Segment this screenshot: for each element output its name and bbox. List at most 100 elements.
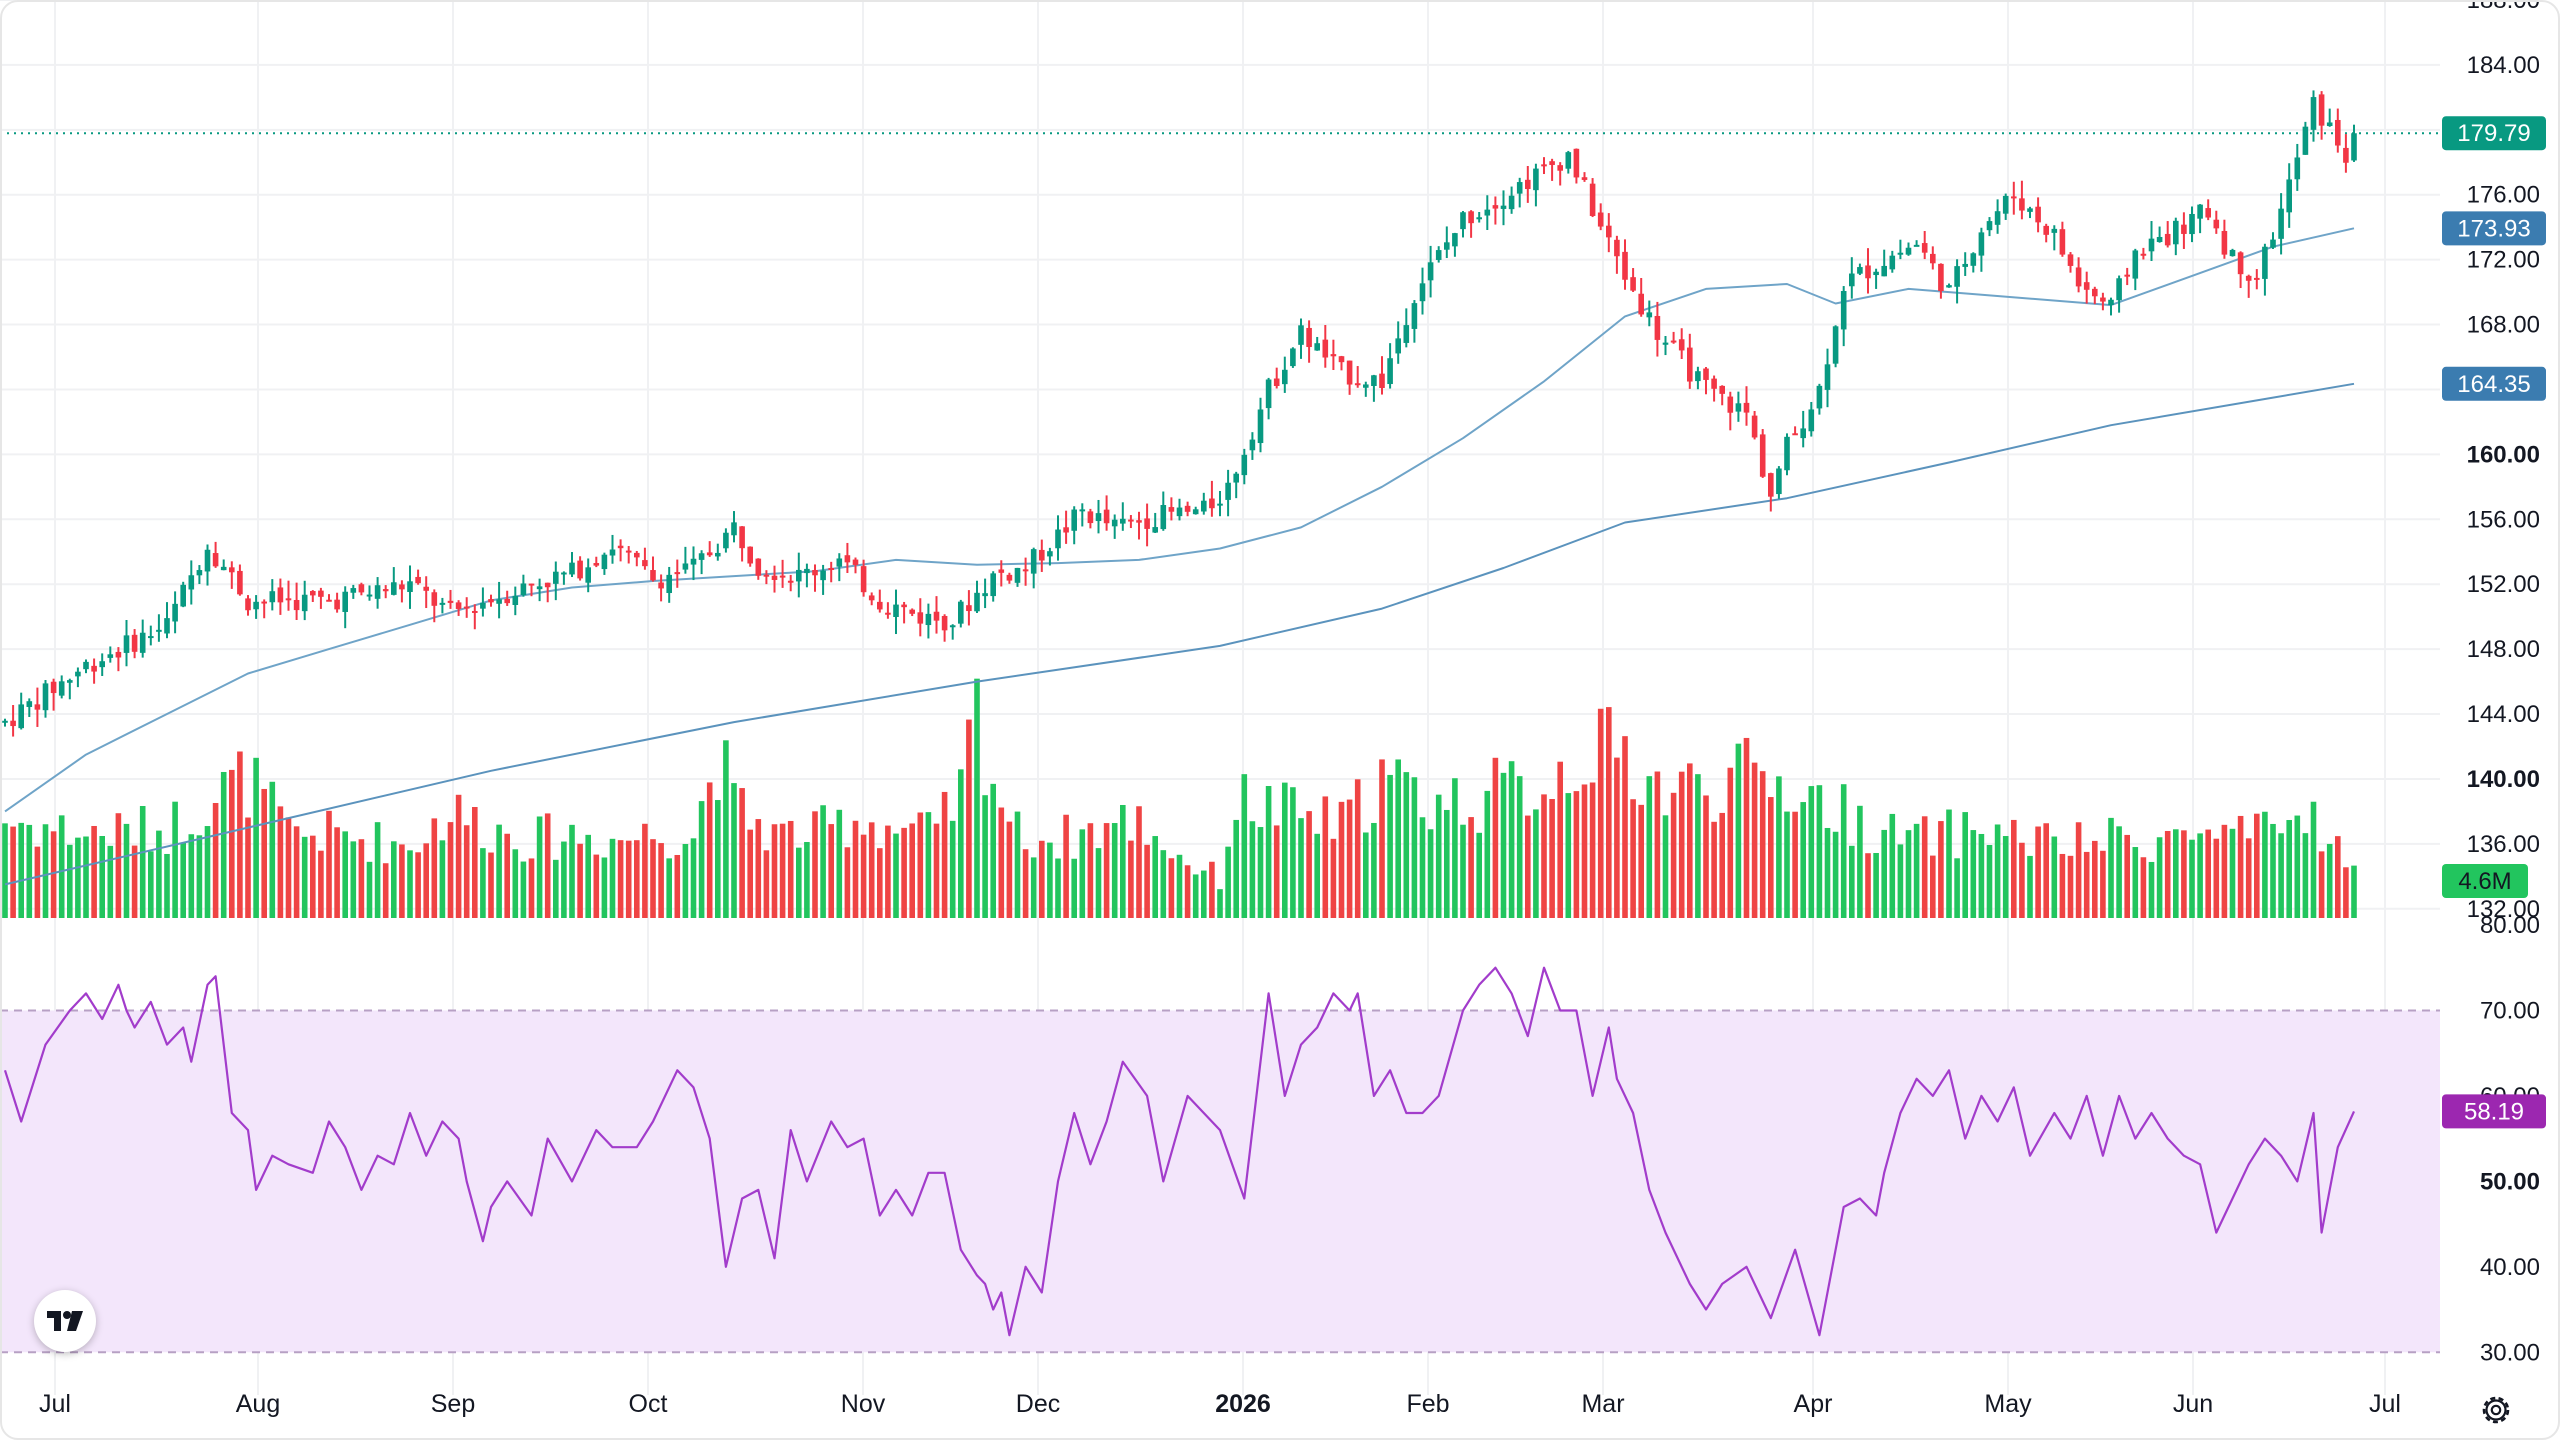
candle-body <box>1768 473 1774 497</box>
volume-bar <box>1589 782 1596 918</box>
candle <box>2197 204 2203 234</box>
candle-body <box>2173 220 2179 245</box>
candle-body <box>925 613 932 626</box>
candle-body <box>1646 312 1653 318</box>
candle-body <box>569 562 575 575</box>
candle <box>2027 206 2033 219</box>
candle <box>1962 252 1968 276</box>
price-tick-label: 160.00 <box>2467 441 2540 468</box>
volume-bar <box>180 842 186 918</box>
volume-bar <box>1913 823 1920 918</box>
candle <box>698 550 705 575</box>
candle <box>1646 300 1653 327</box>
candle-body <box>1881 265 1887 277</box>
volume-bar <box>2043 823 2049 918</box>
candle-body <box>1743 402 1750 413</box>
candle-body <box>2 720 8 723</box>
candle-body <box>1111 519 1118 527</box>
candle-body <box>731 522 737 536</box>
settings-gear-icon[interactable] <box>2478 1392 2514 1428</box>
candle-body <box>342 591 348 612</box>
volume-bar <box>1719 812 1725 918</box>
volume-bar <box>301 836 308 918</box>
volume-bar <box>1565 793 1572 918</box>
volume-bar <box>634 840 640 918</box>
candle <box>634 550 640 567</box>
volume-bar <box>1103 823 1110 918</box>
candle-body <box>1265 379 1272 409</box>
candle <box>34 687 41 727</box>
candle <box>528 583 535 597</box>
candle-body <box>779 575 786 578</box>
candle <box>1954 259 1960 304</box>
candle <box>261 599 267 619</box>
time-axis[interactable]: Jul Aug Sep Oct Nov Dec 2026 Feb Mar Apr May Jun Jul <box>39 1390 2401 1418</box>
candle <box>1233 471 1239 499</box>
volume-badge-text: 4.6M <box>2458 868 2511 895</box>
candle <box>1103 495 1110 531</box>
volume-bar <box>334 827 340 918</box>
candle <box>990 571 996 602</box>
volume-bar <box>1687 763 1693 918</box>
candle-body <box>318 590 324 597</box>
candle <box>520 574 527 597</box>
candle-body <box>1160 505 1167 530</box>
candle <box>2237 251 2244 289</box>
volume-bar <box>1435 794 1442 918</box>
rsi-tick-label: 40.00 <box>2480 1254 2540 1281</box>
volume-bar <box>399 844 405 918</box>
candle <box>1427 245 1434 298</box>
candle-body <box>1371 375 1377 386</box>
volume-bar <box>131 845 138 918</box>
candle <box>1541 157 1547 175</box>
candle <box>1727 391 1734 431</box>
candle <box>1249 432 1256 460</box>
candle <box>1654 301 1661 357</box>
volume-bar <box>1468 817 1474 918</box>
volume-bar <box>2270 823 2276 918</box>
volume-bar <box>2173 829 2179 918</box>
candle-body <box>83 661 89 670</box>
rsi-tick-label: 80.00 <box>2480 912 2540 939</box>
candle-body <box>1565 152 1572 169</box>
volume-bar <box>496 824 502 918</box>
candle-body <box>1128 519 1134 522</box>
candle-body <box>1395 338 1401 354</box>
candle-body <box>1209 498 1215 509</box>
candle-body <box>1873 271 1879 276</box>
candle-body <box>1840 291 1847 330</box>
candle <box>585 558 591 593</box>
volume-bar <box>925 812 932 918</box>
volume-bar <box>2189 839 2195 918</box>
candle <box>1897 239 1904 260</box>
candle <box>1913 240 1920 247</box>
ma-200-line <box>4 382 2355 886</box>
volume-bar <box>2278 833 2284 918</box>
candle <box>1792 426 1798 436</box>
candle <box>1444 226 1450 259</box>
candle <box>1889 250 1896 273</box>
volume-bar <box>812 811 818 918</box>
volume-bar <box>1654 771 1661 918</box>
volume-bar <box>2051 836 2058 918</box>
candle <box>1508 186 1515 214</box>
volume-bar <box>1249 821 1256 918</box>
volume-bar <box>917 812 924 918</box>
volume-bar <box>2335 836 2341 918</box>
candle-body <box>2140 253 2147 256</box>
time-tick-label: Dec <box>1016 1390 1060 1418</box>
candle-body <box>2278 208 2284 239</box>
volume-badge: 4.6M <box>2442 864 2528 898</box>
candle <box>852 557 859 574</box>
candle-body <box>2092 288 2098 297</box>
candle-body <box>1435 250 1442 260</box>
tradingview-logo[interactable] <box>34 1290 96 1352</box>
volume-bar <box>1921 816 1928 918</box>
candle-body <box>310 591 316 596</box>
volume-bar <box>755 819 762 918</box>
candle <box>1387 343 1393 389</box>
candle-body <box>796 569 802 582</box>
candle <box>75 667 81 688</box>
